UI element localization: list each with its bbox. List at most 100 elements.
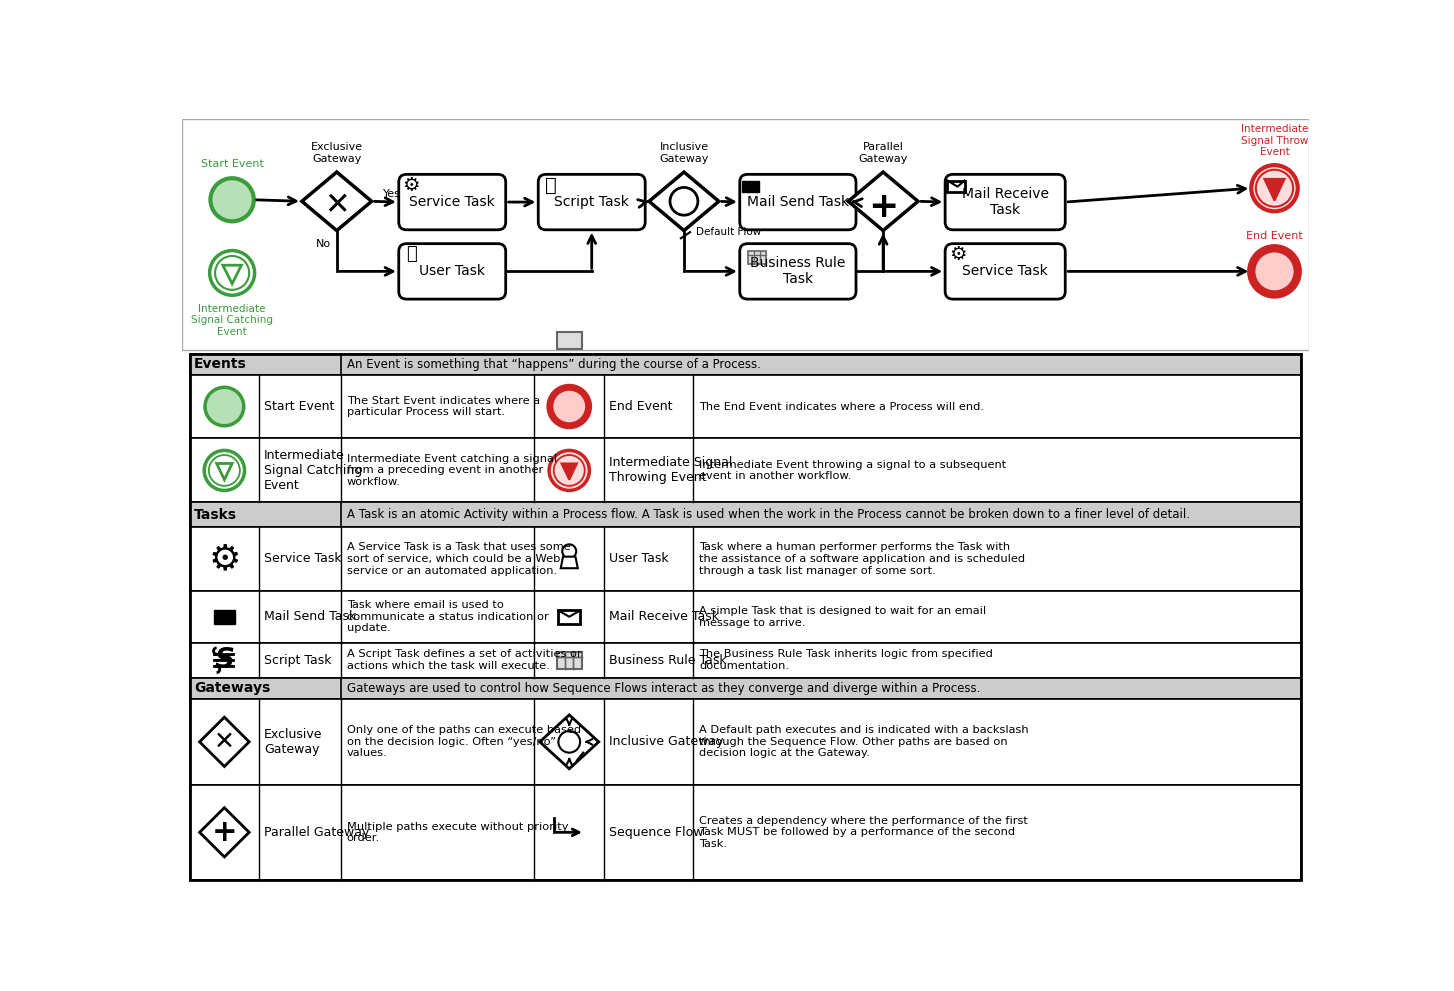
Text: Mail Receive Task: Mail Receive Task [609,610,718,623]
Text: An Event is something that “happens” during the course of a Process.: An Event is something that “happens” dur… [348,358,760,371]
Bar [189,375,1301,438]
Bar [189,642,1301,678]
Text: Business Rule Task: Business Rule Task [609,654,727,667]
Text: Gateways: Gateways [195,682,270,696]
Text: Parallel
Gateway: Parallel Gateway [858,142,907,164]
Text: The Start Event indicates where a
particular Process will start.: The Start Event indicates where a partic… [348,395,539,417]
Circle shape [1252,249,1298,294]
Text: End Event: End Event [609,400,672,413]
Polygon shape [199,808,249,857]
Bar [189,354,1301,375]
Circle shape [550,450,589,491]
Circle shape [1252,165,1298,211]
Text: Mail Send Task: Mail Send Task [263,610,356,623]
Text: Service Task: Service Task [410,195,496,209]
Text: Service Task: Service Task [263,552,342,566]
Text: A Default path executes and is indicated with a backslash
through the Sequence F: A Default path executes and is indicated… [699,725,1029,758]
Text: Tasks: Tasks [195,507,237,521]
Bar [747,252,766,264]
Circle shape [1256,169,1293,207]
Bar [189,591,1301,642]
Bar [557,332,582,349]
Text: Task where a human performer performs the Task with
the assistance of a software: Task where a human performer performs th… [699,542,1025,576]
Polygon shape [561,557,577,568]
Circle shape [558,731,580,752]
Polygon shape [1265,179,1284,200]
Text: Events: Events [195,357,247,372]
Text: Sequence Flow: Sequence Flow [609,826,704,838]
Polygon shape [648,172,718,231]
Text: Multiple paths execute without priority
order.: Multiple paths execute without priority … [348,822,569,843]
Circle shape [563,544,576,558]
Text: Parallel Gateway: Parallel Gateway [263,826,369,838]
Text: Only one of the paths can execute based
on the decision logic. Often “yes/no”
va: Only one of the paths can execute based … [348,725,582,758]
Text: Intermediate Signal
Throwing Event: Intermediate Signal Throwing Event [609,457,733,485]
Text: 🖹: 🖹 [545,175,557,194]
Circle shape [554,455,585,486]
Bar [214,609,236,623]
Text: User Task: User Task [609,552,669,566]
FancyBboxPatch shape [740,244,856,299]
Text: Inclusive Gateway: Inclusive Gateway [609,735,723,748]
Polygon shape [302,172,372,231]
Bar [948,180,964,192]
Text: Mail Receive
Task: Mail Receive Task [961,187,1048,217]
Text: Gateways are used to control how Sequence Flows interact as they converge and di: Gateways are used to control how Sequenc… [348,682,980,695]
Text: A Task is an atomic Activity within a Process flow. A Task is used when the work: A Task is an atomic Activity within a Pr… [348,508,1189,521]
Bar [189,502,1301,527]
Text: End Event: End Event [1246,231,1303,241]
Text: A Service Task is a Task that uses some
sort of service, which could be a Web
se: A Service Task is a Task that uses some … [348,542,570,576]
Bar [189,527,1301,591]
Bar [189,678,1301,699]
Text: Intermediate
Signal Throw
Event: Intermediate Signal Throw Event [1240,124,1309,158]
Text: Inclusive
Gateway: Inclusive Gateway [659,142,708,164]
Bar [742,180,759,192]
Polygon shape [222,266,241,283]
Text: Script Task: Script Task [263,654,332,667]
Bar [558,609,580,623]
Bar [189,354,1301,880]
Polygon shape [199,717,249,766]
Bar [182,119,1309,350]
Text: +: + [212,818,237,847]
Text: Task where email is used to
communicate a status indication or
update.: Task where email is used to communicate … [348,601,548,633]
Text: Creates a dependency where the performance of the first
Task MUST be followed by: Creates a dependency where the performan… [699,816,1028,849]
Text: Mail Send Task: Mail Send Task [747,195,849,209]
Circle shape [209,455,240,486]
Text: ✕: ✕ [324,191,349,220]
Bar [189,438,1301,502]
Text: 🧑: 🧑 [406,246,416,264]
Bar [557,652,582,669]
Text: Yes: Yes [384,188,401,198]
Circle shape [209,251,254,295]
Text: Script Task: Script Task [554,195,630,209]
Text: Intermediate Event catching a signal
from a preceding event in another
workflow.: Intermediate Event catching a signal fro… [348,454,557,487]
Circle shape [205,387,244,426]
Text: A Script Task defines a set of activities or
actions which the task will execute: A Script Task defines a set of activitie… [348,649,582,671]
Circle shape [670,187,698,215]
Text: Business Rule
Task: Business Rule Task [750,257,846,286]
Text: A simple Task that is designed to wait for an email
message to arrive.: A simple Task that is designed to wait f… [699,606,987,627]
FancyBboxPatch shape [945,174,1066,230]
Polygon shape [217,464,233,480]
FancyBboxPatch shape [398,244,506,299]
FancyBboxPatch shape [538,174,646,230]
Text: Default Flow: Default Flow [695,227,760,237]
Text: S: S [214,646,234,674]
Text: Service Task: Service Task [963,265,1048,278]
Text: Exclusive
Gateway: Exclusive Gateway [263,727,323,756]
Text: The Business Rule Task inherits logic from specified
documentation.: The Business Rule Task inherits logic fr… [699,649,993,671]
FancyBboxPatch shape [740,174,856,230]
Text: Intermediate
Signal Catching
Event: Intermediate Signal Catching Event [190,303,273,337]
Text: ⚙: ⚙ [949,245,967,264]
Bar [189,699,1301,785]
Text: Start Event: Start Event [201,159,263,169]
Circle shape [204,450,244,491]
Text: The End Event indicates where a Process will end.: The End Event indicates where a Process … [699,401,984,411]
Circle shape [215,256,249,289]
Circle shape [550,387,589,426]
Polygon shape [539,715,599,769]
Polygon shape [561,464,577,480]
Text: Exclusive
Gateway: Exclusive Gateway [311,142,364,164]
Text: Intermediate
Signal Catching
Event: Intermediate Signal Catching Event [263,449,362,492]
